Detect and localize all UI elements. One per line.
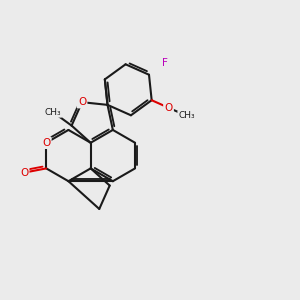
Text: O: O	[20, 168, 28, 178]
Text: O: O	[164, 103, 173, 113]
Text: O: O	[78, 97, 86, 107]
Text: CH₃: CH₃	[178, 111, 195, 120]
Text: F: F	[162, 58, 168, 68]
Text: O: O	[42, 138, 50, 148]
Text: CH₃: CH₃	[45, 107, 61, 116]
